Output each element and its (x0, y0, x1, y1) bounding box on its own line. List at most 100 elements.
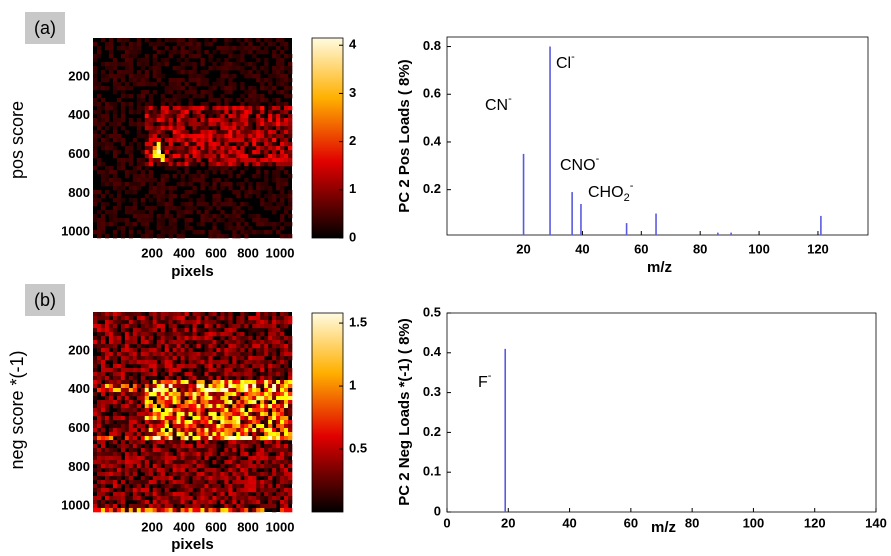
image-pixel (161, 178, 165, 182)
image-pixel (173, 312, 177, 316)
image-pixel (193, 376, 197, 380)
image-pixel (193, 492, 197, 496)
image-pixel (161, 452, 165, 456)
image-pixel (252, 484, 256, 488)
image-pixel (185, 162, 189, 166)
image-pixel (105, 316, 109, 320)
image-pixel (189, 460, 193, 464)
image-pixel (169, 344, 173, 348)
image-pixel (121, 182, 125, 186)
image-pixel (153, 106, 157, 110)
x-tick-label: 600 (205, 245, 227, 260)
image-pixel (240, 138, 244, 142)
image-pixel (224, 130, 228, 134)
image-pixel (204, 38, 208, 42)
image-pixel (280, 380, 284, 384)
image-pixel (232, 210, 236, 214)
image-pixel (212, 352, 216, 356)
image-pixel (173, 66, 177, 70)
image-pixel (284, 428, 288, 432)
image-pixel (153, 484, 157, 488)
image-pixel (256, 380, 260, 384)
image-pixel (145, 476, 149, 480)
image-pixel (97, 360, 101, 364)
image-pixel (248, 472, 252, 476)
image-pixel (252, 90, 256, 94)
image-pixel (97, 480, 101, 484)
image-pixel (137, 328, 141, 332)
image-pixel (200, 356, 204, 360)
image-pixel (232, 130, 236, 134)
image-pixel (177, 134, 181, 138)
image-pixel (200, 404, 204, 408)
image-pixel (189, 174, 193, 178)
image-pixel (97, 424, 101, 428)
image-pixel (193, 46, 197, 50)
image-pixel (276, 416, 280, 420)
image-pixel (141, 174, 145, 178)
image-pixel (169, 206, 173, 210)
image-pixel (109, 54, 113, 58)
image-pixel (193, 138, 197, 142)
image-pixel (185, 62, 189, 66)
image-pixel (137, 122, 141, 126)
image-pixel (193, 388, 197, 392)
image-pixel (93, 500, 97, 504)
image-pixel (185, 392, 189, 396)
image-pixel (157, 186, 161, 190)
image-pixel (153, 320, 157, 324)
image-pixel (129, 234, 133, 238)
image-pixel (268, 340, 272, 344)
image-pixel (93, 460, 97, 464)
x-tick-label: 80 (693, 241, 707, 256)
image-pixel (137, 424, 141, 428)
image-pixel (185, 312, 189, 316)
image-pixel (125, 82, 129, 86)
image-pixel (248, 340, 252, 344)
image-pixel (196, 230, 200, 234)
image-pixel (276, 472, 280, 476)
image-pixel (161, 416, 165, 420)
image-pixel (125, 356, 129, 360)
image-pixel (113, 392, 117, 396)
image-pixel (256, 158, 260, 162)
image-pixel (101, 436, 105, 440)
image-pixel (173, 408, 177, 412)
image-pixel (216, 508, 220, 512)
image-pixel (228, 488, 232, 492)
image-pixel (129, 432, 133, 436)
image-pixel (133, 336, 137, 340)
image-pixel (117, 456, 121, 460)
image-pixel (216, 178, 220, 182)
image-pixel (232, 380, 236, 384)
image-pixel (240, 444, 244, 448)
image-pixel (272, 158, 276, 162)
image-pixel (141, 158, 145, 162)
image-pixel (216, 396, 220, 400)
image-pixel (117, 162, 121, 166)
image-pixel (284, 476, 288, 480)
image-pixel (125, 492, 129, 496)
image-pixel (169, 440, 173, 444)
image-pixel (288, 190, 292, 194)
image-pixel (93, 372, 97, 376)
image-pixel (288, 428, 292, 432)
image-pixel (113, 372, 117, 376)
image-pixel (272, 420, 276, 424)
image-pixel (189, 122, 193, 126)
image-pixel (200, 420, 204, 424)
image-pixel (280, 488, 284, 492)
image-pixel (149, 154, 153, 158)
image-pixel (256, 432, 260, 436)
image-pixel (93, 110, 97, 114)
image-pixel (208, 214, 212, 218)
image-pixel (288, 174, 292, 178)
annotation-sub: 2 (624, 192, 630, 204)
image-pixel (165, 58, 169, 62)
image-pixel (204, 340, 208, 344)
image-pixel (97, 82, 101, 86)
image-pixel (264, 202, 268, 206)
image-pixel (256, 344, 260, 348)
image-pixel (97, 226, 101, 230)
image-pixel (185, 58, 189, 62)
